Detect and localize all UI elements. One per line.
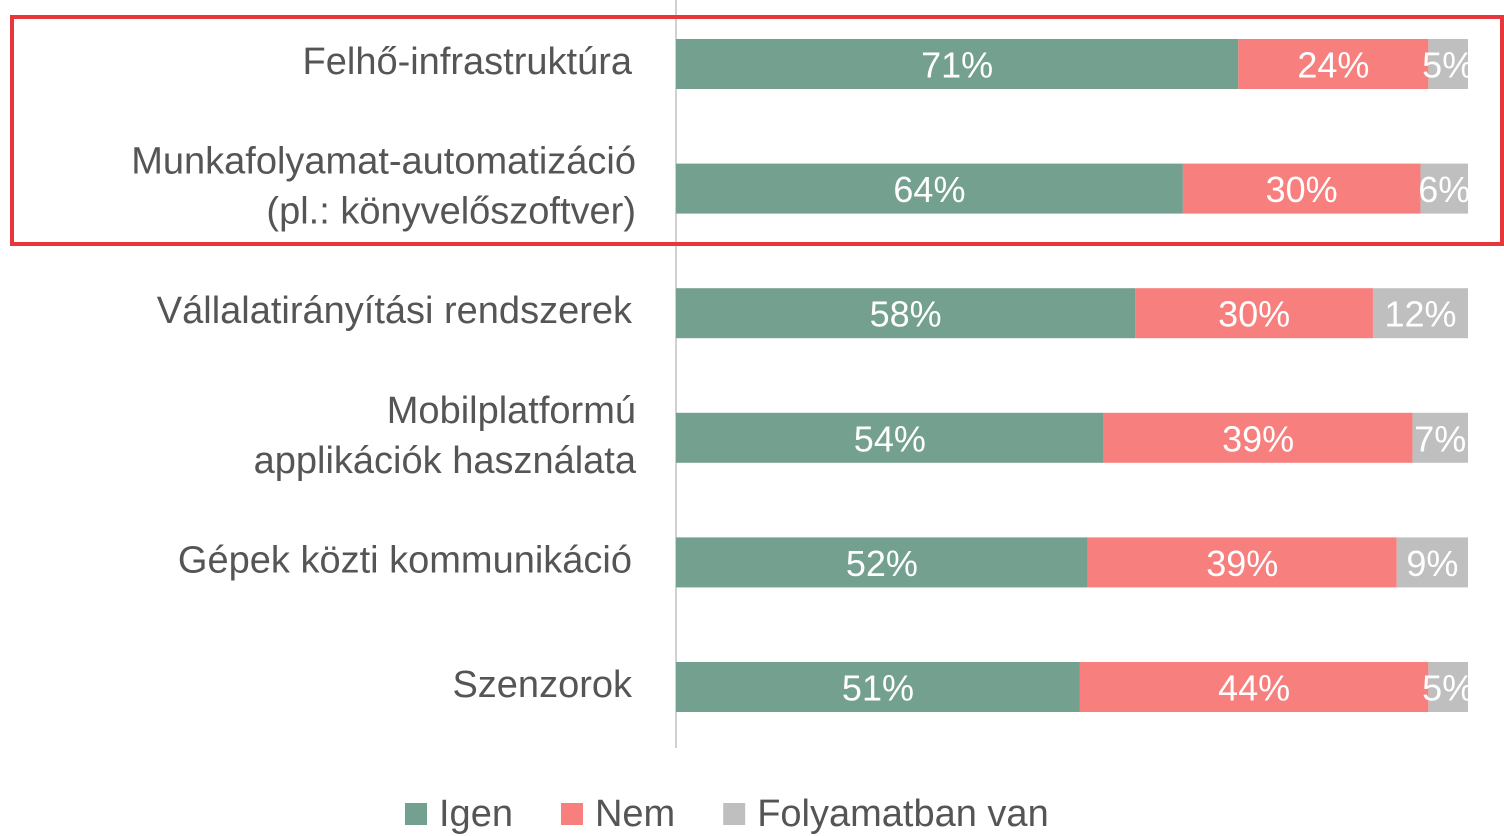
bar-segment	[1103, 412, 1413, 463]
bar-segment	[676, 39, 1239, 89]
value-label: 5%	[1422, 668, 1474, 709]
bar-segment	[1396, 537, 1468, 588]
bar-segment	[1238, 39, 1429, 89]
bar-segment	[676, 412, 1104, 463]
legend-swatch	[405, 803, 427, 825]
value-label: 6%	[1418, 169, 1470, 210]
category-label: Szenzorok	[452, 664, 633, 706]
value-label: 5%	[1422, 45, 1474, 86]
bar-segment	[1420, 163, 1468, 214]
value-label: 30%	[1266, 169, 1338, 210]
bar-segment	[676, 163, 1183, 214]
bar-segment	[676, 662, 1080, 712]
value-label: 58%	[870, 294, 942, 335]
bar-segment	[1135, 288, 1373, 339]
value-label: 39%	[1206, 543, 1278, 584]
bar-segment	[1428, 662, 1468, 712]
legend-swatch	[560, 803, 583, 825]
legend-label: Nem	[595, 793, 675, 835]
value-label: 52%	[846, 543, 918, 584]
bar-segment	[676, 537, 1088, 588]
legend-swatch	[723, 803, 746, 825]
value-label: 7%	[1414, 418, 1466, 459]
highlight-box	[10, 15, 1504, 246]
value-label: 39%	[1222, 418, 1294, 459]
bar-segment	[1182, 163, 1421, 214]
value-label: 44%	[1218, 668, 1290, 709]
value-label: 54%	[854, 418, 926, 459]
bar-segment	[1412, 412, 1468, 463]
category-label: Gépek közti kommunikáció	[178, 539, 632, 581]
value-label: 71%	[921, 45, 993, 86]
value-label: 9%	[1406, 543, 1458, 584]
category-label: Munkafolyamat-automatizáció (pl.: könyvel…	[131, 141, 636, 233]
value-label: 51%	[842, 668, 914, 709]
legend-label: Igen	[439, 793, 513, 835]
bar-segment	[1079, 662, 1429, 712]
value-label: 30%	[1218, 294, 1290, 335]
bar-segment	[1428, 39, 1468, 89]
bar-segment	[1372, 288, 1468, 339]
bars: 71% 24% 5% 64% 30% 6% 58% 30% 12% 54% 39% 7% 52% 39% 9…	[676, 39, 1474, 712]
category-label: Vállalatirányítási rendszerek	[157, 290, 633, 332]
category-label: Felhő-infrastruktúra	[303, 41, 633, 83]
bar-segment	[1087, 537, 1397, 588]
legend-label: Folyamatban van	[757, 793, 1049, 835]
value-label: 24%	[1297, 45, 1369, 86]
value-label: 12%	[1384, 294, 1456, 335]
value-label: 64%	[893, 169, 965, 210]
category-label: Mobilplatformú applikációk használata	[254, 390, 637, 482]
bar-segment	[676, 288, 1136, 339]
